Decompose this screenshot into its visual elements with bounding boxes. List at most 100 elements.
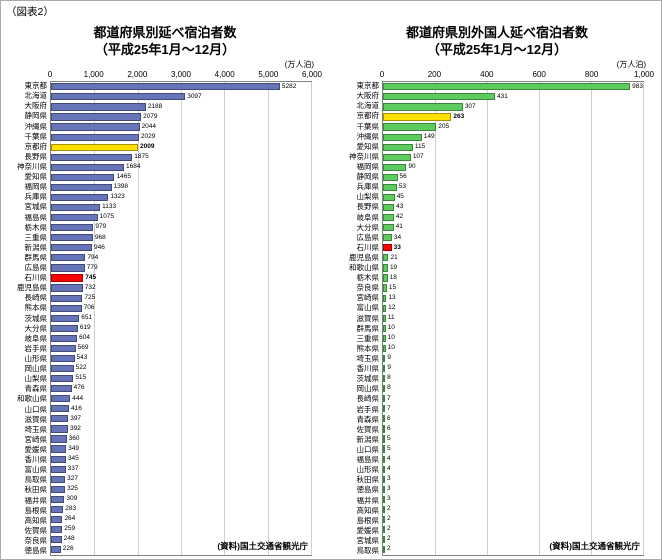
prefecture-label: 東京都 <box>356 81 380 91</box>
bar <box>51 465 66 473</box>
bar <box>51 153 133 161</box>
bar-row: 3 <box>383 484 643 494</box>
bar-row: 2 <box>383 525 643 535</box>
chart-body: 東京都 北海道 大阪府 静岡県 沖縄県 千葉県 京都府 長野県 神奈川県 愛知県 福岡県 兵庫県 宮城県… <box>4 80 326 556</box>
bar-row: 6 <box>383 424 643 434</box>
value-label: 619 <box>79 324 91 332</box>
bar-row: 983 <box>383 82 643 92</box>
gridline <box>435 81 436 555</box>
prefecture-label: 新潟県 <box>24 242 48 252</box>
value-label: 309 <box>66 495 78 503</box>
prefecture-label: 奈良県 <box>356 283 380 293</box>
value-label: 6 <box>387 424 391 432</box>
bar <box>51 103 146 111</box>
bar-row: 5 <box>383 444 643 454</box>
bar <box>383 153 411 161</box>
bar <box>383 495 385 503</box>
bar-row: 2029 <box>51 132 311 142</box>
bar-row: 337 <box>51 464 311 474</box>
value-label: 149 <box>423 132 435 140</box>
value-label: 263 <box>453 112 465 120</box>
value-label: 264 <box>64 515 76 523</box>
bar-row: 1465 <box>51 172 311 182</box>
prefecture-label: 大分県 <box>356 222 380 232</box>
bar <box>383 525 385 534</box>
bar <box>51 546 61 554</box>
prefecture-label: 岩手県 <box>24 343 48 353</box>
value-label: 444 <box>72 394 84 402</box>
value-label: 946 <box>93 243 105 251</box>
value-label: 3 <box>387 475 391 482</box>
bar-row: 248 <box>51 535 311 545</box>
bar <box>383 214 394 222</box>
bar <box>383 425 385 433</box>
prefecture-label: 岡山県 <box>24 364 48 374</box>
prefecture-label: 愛媛県 <box>356 525 380 535</box>
bar <box>51 475 66 483</box>
bar <box>51 445 67 453</box>
bar-row: 226 <box>51 545 311 555</box>
value-label: 15 <box>388 283 397 291</box>
prefecture-label: 静岡県 <box>356 172 380 182</box>
bar-row: 264 <box>51 514 311 524</box>
bar <box>51 284 83 292</box>
bar-row: 732 <box>51 283 311 293</box>
bar-row: 779 <box>51 263 311 273</box>
value-label: 7 <box>387 404 391 412</box>
bar <box>383 435 385 443</box>
gridline <box>224 81 226 555</box>
gridline <box>539 81 540 555</box>
value-label: 3 <box>387 495 391 503</box>
bar-row: 2 <box>383 535 643 545</box>
bar-row: 11 <box>383 313 643 323</box>
bar <box>383 274 388 282</box>
bar-row: 416 <box>51 404 311 414</box>
bar <box>51 495 65 503</box>
bar-row: 42 <box>383 213 643 223</box>
bar <box>51 354 75 363</box>
value-label: 11 <box>387 314 395 321</box>
bar-row: 569 <box>51 343 311 353</box>
bar-row: 979 <box>51 223 311 233</box>
bar-row: 5282 <box>51 82 311 92</box>
value-label: 1875 <box>134 153 149 160</box>
prefecture-label: 埼玉県 <box>356 354 380 364</box>
bar-row: 8 <box>383 384 643 394</box>
value-label: 10 <box>387 324 395 332</box>
bar <box>383 254 389 262</box>
prefecture-label: 鹿児島県 <box>17 283 47 293</box>
value-label: 416 <box>71 404 82 412</box>
prefecture-label: 福井県 <box>24 495 48 505</box>
bar <box>383 465 385 473</box>
x-tick-label: 200 <box>427 69 442 79</box>
prefecture-label: 静岡県 <box>24 111 48 121</box>
x-axis: 0 200 400 600 800 1,000 <box>379 69 654 81</box>
bar <box>51 264 85 272</box>
bar-row: 41 <box>383 223 643 233</box>
bar-row: 745 <box>51 273 311 283</box>
x-tick-label: 0 <box>379 69 385 79</box>
prefecture-label: 神奈川県 <box>17 161 47 171</box>
prefecture-label: 東京都 <box>24 81 48 91</box>
value-label: 732 <box>84 283 96 291</box>
bar-row: 325 <box>51 484 311 494</box>
bar <box>51 435 67 443</box>
bar-row: 4 <box>383 454 643 464</box>
x-tick-label: 3,000 <box>170 69 192 79</box>
bar <box>51 375 74 383</box>
bar <box>51 224 94 232</box>
bar <box>383 123 437 131</box>
value-label: 10 <box>387 344 395 352</box>
prefecture-label: 兵庫県 <box>24 192 48 202</box>
bar <box>51 344 76 353</box>
value-label: 706 <box>83 303 95 311</box>
bar-row: 34 <box>383 233 643 243</box>
bar <box>51 405 70 413</box>
prefecture-label: 佐賀県 <box>356 424 380 434</box>
value-label: 476 <box>73 384 85 392</box>
x-tick-label: 2,000 <box>127 69 148 79</box>
bar-row: 349 <box>51 444 311 454</box>
bar <box>51 133 139 141</box>
bar-row: 107 <box>383 152 643 162</box>
value-label: 33 <box>393 243 401 251</box>
